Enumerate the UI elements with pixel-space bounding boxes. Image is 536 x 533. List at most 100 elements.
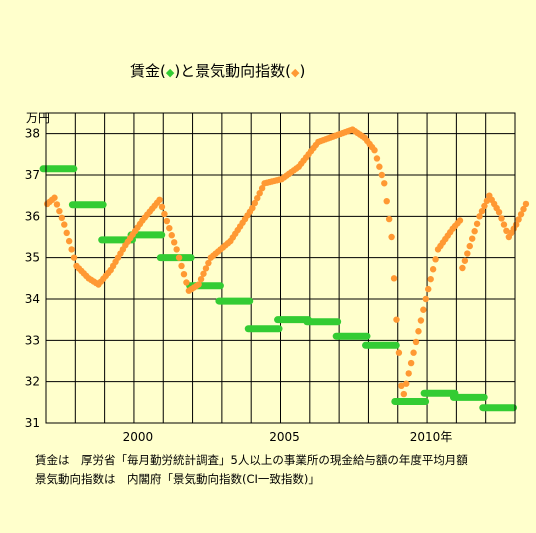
title-middle: )と景気動向指数( — [174, 62, 291, 80]
index-point — [180, 271, 188, 278]
index-point — [517, 211, 525, 218]
index-point — [432, 256, 439, 263]
x-tick-labels: 2000 2005 2010年 — [123, 430, 453, 444]
index-point — [381, 180, 388, 187]
index-point — [163, 217, 171, 225]
wage-series — [39, 165, 518, 412]
index-point — [205, 259, 212, 267]
index-point — [393, 316, 400, 323]
index-point — [58, 214, 66, 222]
index-point — [63, 229, 70, 237]
index-point — [459, 264, 466, 272]
plot-frame — [45, 112, 516, 424]
index-point — [61, 221, 68, 228]
index-point — [407, 359, 415, 367]
index-point — [456, 217, 464, 224]
index-point — [251, 199, 259, 207]
index-point — [200, 270, 207, 277]
note-index-source: 景気動向指数は 内閣府「景気動向指数(CI一致指数)」 — [35, 472, 320, 486]
index-point — [420, 306, 427, 313]
index-point — [65, 237, 73, 245]
index-point — [403, 380, 410, 387]
x-tick-label: 2010年 — [410, 430, 453, 444]
index-point — [466, 242, 473, 250]
title-wage-marker: ◆ — [166, 66, 175, 79]
y-tick-label: 37 — [25, 168, 40, 182]
index-point — [390, 275, 398, 282]
note-wage-source: 賃金は 厚労省「毎月勤労統計調査」5人以上の事業所の現金給与額の年度平均月額 — [35, 453, 468, 467]
x-tick-label: 2000 — [123, 430, 154, 444]
index-point — [476, 213, 483, 220]
index-point — [70, 254, 78, 261]
index-point — [254, 194, 261, 202]
index-series — [43, 126, 530, 398]
index-point — [378, 171, 386, 179]
title-index-marker: ◆ — [291, 66, 300, 79]
y-tick-labels: 31 32 33 34 35 36 37 38 — [25, 127, 40, 430]
index-point — [161, 210, 168, 218]
index-point — [400, 390, 408, 398]
index-point — [471, 228, 478, 235]
index-point — [422, 295, 429, 303]
index-point — [515, 216, 522, 223]
chart-title: 賃金(◆)と景気動向指数(◆) — [130, 62, 305, 80]
y-tick-label: 36 — [25, 209, 40, 223]
index-point — [469, 235, 476, 242]
x-tick-label: 2005 — [269, 430, 300, 444]
index-point — [173, 246, 180, 253]
index-point — [417, 317, 425, 324]
index-point — [388, 233, 395, 241]
index-point — [412, 338, 420, 346]
grid — [46, 113, 515, 424]
index-point — [395, 349, 403, 356]
index-point — [461, 257, 469, 264]
index-point — [427, 275, 434, 283]
index-point — [405, 370, 412, 377]
index-point — [175, 254, 183, 261]
title-suffix: ) — [300, 62, 306, 80]
index-point — [425, 285, 432, 293]
index-point — [202, 265, 210, 272]
index-point — [158, 203, 166, 211]
y-tick-label: 31 — [25, 416, 40, 430]
title-prefix: 賃金( — [130, 62, 166, 80]
index-point — [68, 246, 75, 253]
index-point — [170, 239, 178, 246]
index-point — [473, 220, 481, 227]
index-point — [522, 200, 530, 208]
y-tick-label: 34 — [25, 292, 40, 306]
y-tick-label: 33 — [25, 333, 40, 347]
y-tick-label: 35 — [25, 251, 40, 265]
index-point — [166, 224, 173, 232]
index-point — [520, 205, 527, 213]
index-point — [195, 281, 202, 288]
y-tick-label: 38 — [25, 127, 40, 141]
index-point — [478, 207, 486, 215]
index-point — [415, 328, 422, 335]
index-point — [464, 250, 471, 257]
index-point — [168, 232, 175, 239]
index-point — [51, 194, 58, 201]
index-point — [410, 349, 417, 356]
index-point — [398, 382, 405, 389]
y-axis-label: 万円 — [26, 111, 50, 125]
index-point — [373, 155, 381, 162]
index-point — [383, 197, 390, 205]
index-point — [481, 202, 488, 210]
index-point — [385, 215, 393, 223]
index-point — [183, 279, 190, 286]
index-point — [197, 275, 205, 283]
index-point — [56, 207, 63, 215]
index-point — [258, 185, 266, 192]
index-point — [249, 204, 256, 212]
index-point — [156, 196, 163, 203]
index-point — [498, 215, 505, 222]
index-point — [503, 227, 510, 234]
index-point — [53, 201, 61, 208]
index-point — [376, 163, 383, 170]
y-tick-label: 32 — [25, 375, 40, 389]
index-point — [429, 266, 437, 273]
index-point — [256, 189, 263, 197]
index-point — [483, 197, 491, 205]
